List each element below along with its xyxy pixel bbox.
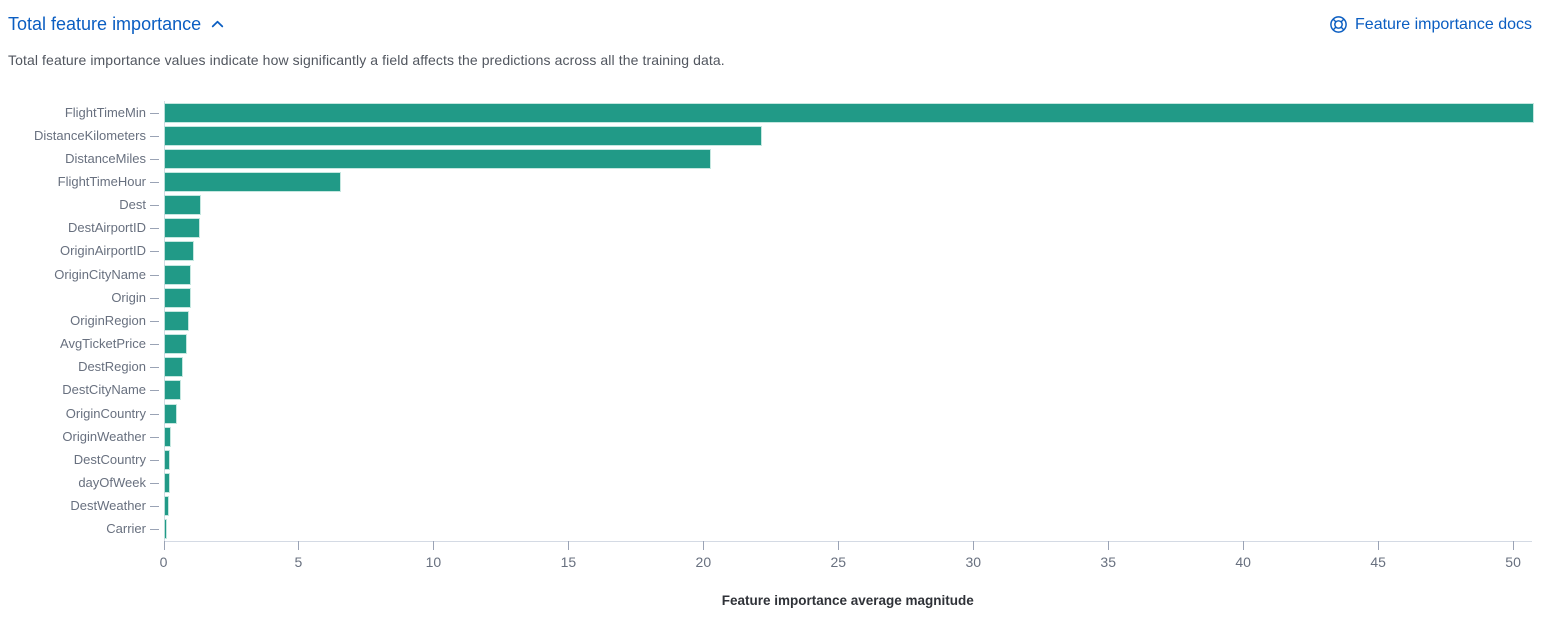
- y-axis-tick: [150, 390, 159, 392]
- bar[interactable]: [164, 103, 1533, 122]
- y-axis-tick: [150, 158, 159, 160]
- panel-header: Total feature importance Feature importa…: [0, 0, 1542, 46]
- x-axis-title: Feature importance average magnitude: [721, 593, 974, 608]
- bar[interactable]: [164, 219, 200, 238]
- x-tick-label: 10: [425, 554, 442, 570]
- bar[interactable]: [164, 335, 187, 354]
- bar[interactable]: [164, 450, 169, 469]
- y-axis-label: DestWeather: [70, 498, 146, 514]
- y-axis-label: DestCountry: [73, 451, 146, 467]
- x-tick-label: 50: [1505, 554, 1521, 570]
- feature-importance-docs-link[interactable]: Feature importance docs: [1329, 15, 1532, 34]
- bar[interactable]: [164, 126, 762, 145]
- bar[interactable]: [164, 427, 170, 446]
- x-tick-label: 20: [695, 554, 712, 570]
- x-tick-label: 15: [560, 554, 577, 570]
- x-tick-label: 25: [830, 554, 847, 570]
- y-axis-tick: [150, 506, 159, 508]
- y-axis-tick: [150, 251, 159, 253]
- bar[interactable]: [164, 311, 188, 330]
- section-description: Total feature importance values indicate…: [8, 52, 725, 68]
- y-axis-tick: [150, 367, 159, 369]
- x-axis-tick: [298, 541, 300, 550]
- bar[interactable]: [164, 381, 180, 400]
- bar[interactable]: [164, 265, 191, 284]
- x-axis-tick: [1378, 541, 1380, 550]
- section-title-label: Total feature importance: [8, 14, 202, 34]
- bar[interactable]: [164, 242, 193, 261]
- y-axis-label: Dest: [119, 197, 146, 213]
- x-axis-tick: [568, 541, 570, 550]
- x-tick-label: 0: [159, 554, 168, 570]
- x-axis-line: [163, 541, 1532, 542]
- y-axis-label: AvgTicketPrice: [60, 336, 146, 352]
- y-axis-label: OriginRegion: [70, 312, 146, 328]
- x-axis-tick: [703, 541, 705, 550]
- y-axis-tick: [150, 228, 159, 230]
- x-axis-tick: [163, 541, 165, 550]
- y-axis-label: OriginAirportID: [60, 243, 146, 259]
- bar[interactable]: [164, 473, 169, 492]
- bar[interactable]: [164, 520, 166, 539]
- y-axis-tick: [150, 274, 159, 276]
- x-axis-tick: [1108, 541, 1110, 550]
- bar[interactable]: [164, 404, 176, 423]
- y-axis-label: FlightTimeHour: [57, 174, 146, 190]
- docs-link-label: Feature importance docs: [1355, 15, 1532, 33]
- y-axis-label: OriginCityName: [54, 266, 146, 282]
- y-axis-tick: [150, 482, 159, 484]
- x-axis-tick: [1513, 541, 1515, 550]
- bar[interactable]: [164, 149, 710, 168]
- y-axis-label: DestRegion: [78, 359, 146, 375]
- y-axis-tick: [150, 135, 159, 137]
- total-feature-importance-toggle[interactable]: Total feature importance: [8, 14, 226, 35]
- x-tick-label: 40: [1235, 554, 1251, 570]
- bar[interactable]: [164, 173, 340, 192]
- chevron-up-icon: [209, 16, 226, 33]
- x-axis-tick: [838, 541, 840, 550]
- y-axis-label: OriginCountry: [65, 405, 146, 421]
- y-axis-tick: [150, 297, 159, 299]
- y-axis-tick: [150, 205, 159, 207]
- y-axis-line: [163, 101, 165, 541]
- bar[interactable]: [164, 196, 201, 215]
- y-axis-tick: [150, 182, 159, 184]
- y-axis-tick: [150, 413, 159, 415]
- y-axis-label: OriginWeather: [62, 428, 146, 444]
- x-axis-tick: [433, 541, 435, 550]
- bar[interactable]: [164, 497, 168, 516]
- y-axis-label: DestAirportID: [67, 220, 146, 236]
- bar[interactable]: [164, 288, 190, 307]
- help-ring-icon: [1329, 15, 1348, 34]
- x-tick-label: 45: [1370, 554, 1386, 570]
- x-axis-tick: [973, 541, 975, 550]
- x-tick-label: 5: [294, 554, 303, 570]
- x-axis-tick: [1243, 541, 1245, 550]
- y-axis-tick: [150, 529, 159, 531]
- bar[interactable]: [164, 358, 183, 377]
- y-axis-tick: [150, 320, 159, 322]
- y-axis-label: dayOfWeek: [78, 474, 146, 490]
- y-axis-label: DestCityName: [62, 382, 146, 398]
- y-axis-tick: [150, 459, 159, 461]
- y-axis-label: Carrier: [106, 521, 146, 537]
- y-axis-label: DistanceKilometers: [34, 127, 146, 143]
- y-axis-tick: [150, 344, 159, 346]
- x-tick-label: 30: [965, 554, 982, 570]
- y-axis-tick: [150, 436, 159, 438]
- y-axis-label: Origin: [111, 289, 146, 305]
- y-axis-tick: [150, 112, 159, 114]
- x-tick-label: 35: [1100, 554, 1117, 570]
- y-axis-label: FlightTimeMin: [64, 104, 146, 120]
- y-axis-label: DistanceMiles: [65, 150, 146, 166]
